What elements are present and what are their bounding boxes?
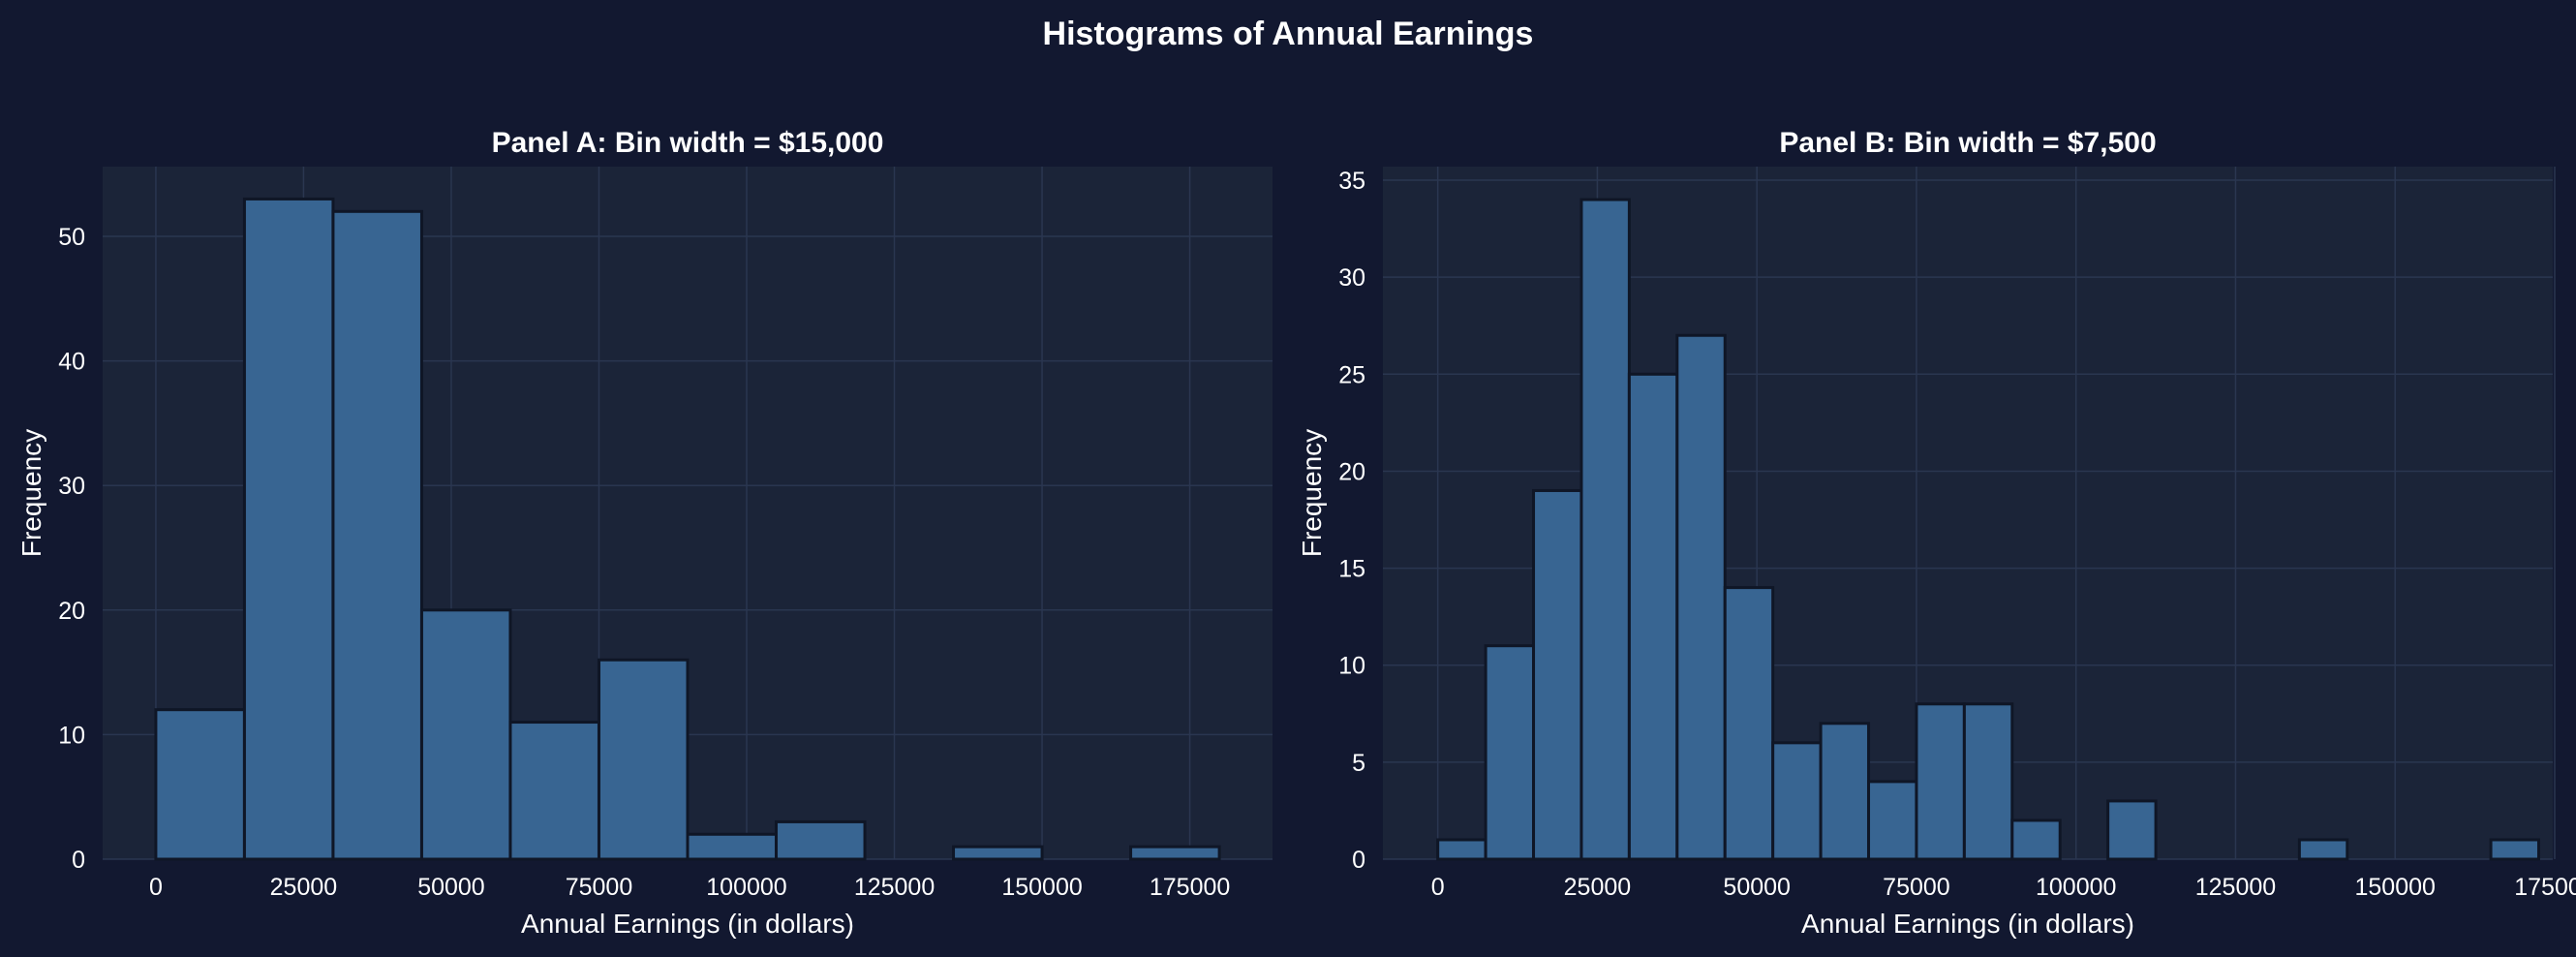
panel-b-histogram-bar [1867, 780, 1918, 861]
panel-b-x-tick-label: 75000 [1883, 874, 1950, 901]
panel-a-y-tick-label: 30 [58, 473, 85, 500]
panel-b-histogram-bar [1579, 198, 1631, 861]
panel-a-y-tick-label: 50 [58, 224, 85, 251]
panel-b-x-tick-label: 175000 [2514, 874, 2576, 901]
panel-a-plot-area: 0 25000 50000 75000 100000 125000 150000 175000… [58, 167, 1273, 901]
panel-b-histogram-bar [1819, 722, 1871, 861]
panel-b-histogram-bar [1771, 741, 1823, 861]
panel-b-histogram-bar [1723, 586, 1775, 861]
panel-b-y-tick-label: 5 [1352, 750, 1365, 777]
panel-a-x-axis-label: Annual Earnings (in dollars) [521, 909, 854, 939]
panel-a-x-tick-label: 150000 [1001, 874, 1082, 901]
panel-b-title: Panel B: Bin width = $7,500 [1779, 127, 2156, 159]
panel-a-x-tick-label: 50000 [417, 874, 485, 901]
panel-a-title: Panel A: Bin width = $15,000 [492, 127, 884, 159]
panel-b-y-tick-label: 15 [1338, 556, 1365, 583]
panel-a-y-tick-label: 10 [58, 722, 85, 749]
panel-b-x-tick-label: 50000 [1723, 874, 1791, 901]
panel-b-histogram-bar [1627, 372, 1679, 861]
panel-a-x-tick-label: 125000 [854, 874, 935, 901]
panel-a-histogram-bar [952, 845, 1044, 861]
panel-b-x-tick-label: 100000 [2036, 874, 2116, 901]
panel-b-y-tick-label: 0 [1352, 847, 1365, 874]
panel-a-y-tick-label: 0 [72, 847, 85, 874]
panel-b-y-tick-label: 35 [1338, 168, 1365, 195]
panel-b-histogram-bar [2489, 838, 2541, 861]
panel-a-histogram-bar [154, 708, 246, 861]
panel-a-x-tick-label: 75000 [566, 874, 633, 901]
panel-b-histogram-bar [1962, 702, 2014, 861]
panel-b-x-tick-label: 25000 [1564, 874, 1632, 901]
panel-a-x-tick-label: 100000 [706, 874, 786, 901]
panel-a-y-tick-label: 40 [58, 349, 85, 376]
panel-b-histogram-bar [2010, 818, 2062, 861]
panel-b-x-tick-label: 0 [1431, 874, 1445, 901]
panel-b-y-tick-label: 25 [1338, 361, 1365, 388]
panel-b-histogram-bar [1484, 644, 1536, 861]
panel-a-histogram-bar [597, 658, 690, 861]
panel-b-histogram-bar [1915, 702, 1966, 861]
panel-a-histogram-bar [419, 608, 512, 861]
panel-b-histogram-bar [2106, 799, 2158, 861]
panel-a-histogram-bar [775, 819, 867, 861]
panel-b-y-tick-label: 30 [1338, 264, 1365, 292]
panel-a-y-tick-label: 20 [58, 598, 85, 625]
panel-a-histogram-bar [1129, 845, 1221, 861]
panel-a-y-axis-label: Frequency [16, 429, 46, 557]
panel-a: 0 25000 50000 75000 100000 125000 150000 175000… [16, 127, 1273, 939]
figure-title: Histograms of Annual Earnings [1043, 15, 1534, 52]
panel-b-x-axis-label: Annual Earnings (in dollars) [1801, 909, 2134, 939]
panel-b-histogram-bar [1675, 333, 1727, 861]
panel-a-histogram-bar [242, 197, 335, 861]
panel-a-histogram-bar [508, 721, 600, 861]
panel-b-histogram-bar [1532, 488, 1583, 861]
panel-b-histogram-bar [2297, 838, 2349, 861]
panel-a-x-tick-label: 25000 [270, 874, 338, 901]
panel-b-histogram-bar [1436, 838, 1487, 861]
panel-b-x-tick-label: 150000 [2355, 874, 2436, 901]
panel-b-plot-area: 0 25000 50000 75000 100000 125000 150000 17500 0… [1338, 167, 2576, 901]
panel-a-x-tick-label: 0 [149, 874, 163, 901]
panel-b-x-tick-label: 125000 [2195, 874, 2276, 901]
panel-a-histogram-bar [331, 209, 423, 861]
panel-b-y-tick-label: 20 [1338, 458, 1365, 485]
panel-a-x-tick-label: 175000 [1150, 874, 1230, 901]
panel-a-histogram-bar [686, 832, 779, 861]
panel-b-y-axis-label: Frequency [1297, 429, 1327, 557]
panel-b-y-tick-label: 10 [1338, 653, 1365, 680]
panel-b: 0 25000 50000 75000 100000 125000 150000 17500 0… [1297, 127, 2576, 939]
